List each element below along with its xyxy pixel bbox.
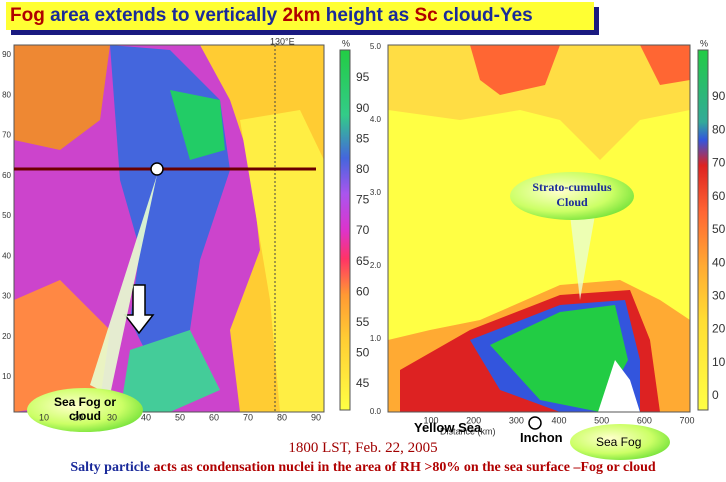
colorbar-label: 80 — [356, 162, 370, 176]
region — [14, 280, 110, 412]
annotation: Inchon — [520, 430, 563, 445]
y-tick-label: 60 — [2, 171, 11, 180]
y-tick-label: 50 — [2, 211, 11, 220]
frame — [387, 44, 691, 413]
colorbar-label: 95 — [356, 70, 370, 84]
region — [170, 90, 225, 160]
annotation: Strato-cumulus Cloud — [532, 180, 612, 209]
colorbar-label: 90 — [356, 101, 370, 115]
colorbar-label: 75 — [356, 193, 370, 207]
y-tick-label: 30 — [2, 292, 11, 301]
x-tick-label: 20 — [73, 412, 83, 422]
annotation: Sea Fog or cloud — [53, 395, 116, 423]
x-tick-label: 200 — [466, 415, 481, 425]
y-tick-label: 10 — [2, 372, 11, 381]
region — [640, 45, 690, 85]
terrain — [598, 360, 640, 412]
colorbar-label: 85 — [356, 131, 370, 145]
y-tick-label: 40 — [2, 251, 11, 260]
colorbar-label: 60 — [712, 189, 726, 203]
x-tick-label: 500 — [594, 415, 609, 425]
x-tick-label: 70 — [243, 412, 253, 422]
x-tick-label: 90 — [311, 412, 321, 422]
location-marker — [528, 416, 542, 430]
region — [388, 45, 690, 160]
callout — [510, 172, 634, 220]
y-tick-label: 3.0 — [370, 188, 382, 197]
colorbar-label: 30 — [712, 289, 726, 303]
title-part: cloud-Yes — [443, 5, 533, 26]
y-tick-label: 4.0 — [370, 115, 382, 124]
annotation: Yellow Sea — [414, 420, 482, 435]
region — [490, 305, 628, 412]
arrow — [123, 284, 155, 335]
callout-pointer — [570, 215, 595, 300]
colorbar-label: 60 — [356, 284, 370, 298]
callout — [27, 388, 143, 432]
title-part: Fog — [10, 5, 45, 26]
colorbar-label: 0 — [712, 388, 719, 402]
region — [470, 45, 560, 95]
colorbar-label: 80 — [712, 122, 726, 136]
region — [14, 45, 110, 150]
title-part: area extends to vertically — [50, 5, 278, 26]
caption: 1800 LST, Feb. 22, 2005 — [288, 440, 438, 456]
lon-label: 130°E — [270, 36, 295, 46]
colorbar — [697, 49, 709, 411]
colorbar-label: 50 — [356, 346, 370, 360]
unit: % — [700, 38, 708, 48]
x-tick-label: 100 — [423, 415, 438, 425]
x-tick-label: 400 — [551, 415, 566, 425]
colorbar-label: 45 — [356, 376, 370, 390]
annotation: Sea Fog — [596, 435, 642, 449]
y-tick-label: 80 — [2, 90, 11, 99]
colorbar-label: 70 — [712, 156, 726, 170]
region — [240, 110, 324, 412]
title-part: height as — [325, 5, 410, 26]
y-tick-label: 20 — [2, 332, 11, 341]
callout-pointer — [90, 175, 157, 395]
y-tick-label: 70 — [2, 131, 11, 140]
x-tick-label: 300 — [509, 415, 524, 425]
footer: Salty particle acts as condensation nucl… — [0, 460, 726, 476]
y-tick-label: 5.0 — [370, 42, 382, 51]
frame — [13, 44, 325, 413]
x-tick-label: 80 — [277, 412, 287, 422]
colorbar-label: 90 — [712, 89, 726, 103]
callout — [570, 424, 670, 460]
title: Fog area extends to vertically 2km heigh… — [6, 2, 594, 30]
x-tick-label: 50 — [175, 412, 185, 422]
x-tick-label: 40 — [141, 412, 151, 422]
y-tick-label: 0.0 — [370, 407, 382, 416]
title-part: Sc — [414, 5, 438, 26]
x-tick-label: 600 — [637, 415, 652, 425]
x-tick-label: 700 — [679, 415, 694, 425]
y-tick-label: 1.0 — [370, 334, 382, 343]
title-part: 2km — [282, 5, 321, 26]
colorbar-label: 50 — [712, 222, 726, 236]
region — [120, 330, 220, 412]
footer-part: Salty particle — [70, 460, 151, 475]
x-tick-label: 60 — [209, 412, 219, 422]
location-marker — [150, 162, 164, 176]
colorbar-label: 65 — [356, 254, 370, 268]
colorbar-label: 10 — [712, 355, 726, 369]
colorbar-label: 20 — [712, 322, 726, 336]
x-tick-label: 30 — [107, 412, 117, 422]
footer-part: acts as condensation nuclei in the area … — [153, 460, 656, 475]
colorbar-label: 55 — [356, 315, 370, 329]
x-tick-label: 10 — [39, 412, 49, 422]
unit: % — [342, 38, 350, 48]
axis-title: Distance (km) — [440, 426, 496, 436]
y-tick-label: 90 — [2, 50, 11, 59]
colorbar-label: 70 — [356, 223, 370, 237]
colorbar-label: 40 — [712, 255, 726, 269]
colorbar — [339, 49, 351, 411]
y-tick-label: 2.0 — [370, 261, 382, 270]
